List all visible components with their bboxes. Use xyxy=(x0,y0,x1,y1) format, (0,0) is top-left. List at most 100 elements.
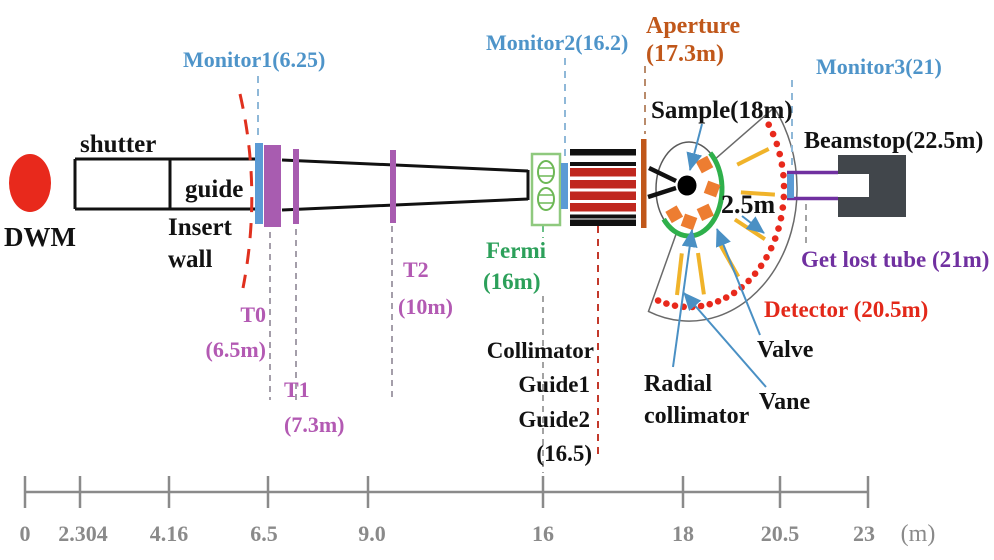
t0-label-2: (6.5m) xyxy=(206,337,266,362)
detector-dot xyxy=(654,297,662,304)
radial-collimator-blade xyxy=(703,180,721,198)
ruler-tick-4: 9.0 xyxy=(358,521,386,546)
sample-dot xyxy=(677,175,697,196)
detector-dot xyxy=(776,150,783,158)
dwm-label: DWM xyxy=(4,222,76,252)
insert-wall-label-1: Insert xyxy=(168,214,233,241)
detector-dot xyxy=(771,235,779,242)
t2-chopper-bar xyxy=(390,150,396,223)
valve-label: Valve xyxy=(757,337,814,363)
insert-wall-label-2: wall xyxy=(168,246,213,273)
radial-collimator-label-2: collimator xyxy=(644,403,750,429)
distance-ruler xyxy=(23,476,870,508)
t2-label-1: T2 xyxy=(403,257,429,282)
radial-collimator-blade xyxy=(696,203,714,221)
guide-label: guide xyxy=(185,176,243,203)
detector-dot-arc xyxy=(654,121,788,311)
ruler-tick-3: 6.5 xyxy=(250,521,278,546)
monitor3-label: Monitor3(21) xyxy=(816,54,942,79)
valve-arrow xyxy=(715,228,761,336)
fermi-label-1: Fermi xyxy=(486,238,547,263)
collimator-stack-label-1: Collimator xyxy=(487,338,594,363)
get-lost-tube-label: Get lost tube (21m) xyxy=(801,247,989,272)
detector-dot xyxy=(763,253,770,261)
t1-label-2: (7.3m) xyxy=(284,412,344,437)
monitor1-label: Monitor1(6.25) xyxy=(183,47,325,72)
detector-dot xyxy=(663,300,670,307)
collimator-block xyxy=(570,149,636,226)
ruler-tick-2: 4.16 xyxy=(150,521,189,546)
vane-group xyxy=(675,147,776,296)
vane-arrow xyxy=(683,292,767,388)
detector-dot xyxy=(779,204,787,211)
detector-dot xyxy=(751,270,759,278)
detector-dot xyxy=(780,182,788,190)
detector-dot xyxy=(745,277,752,285)
vane-line xyxy=(736,147,770,167)
collimator-stack-label-3: Guide2 xyxy=(518,407,590,432)
tapered-guide-outline xyxy=(281,158,530,212)
vane-label: Vane xyxy=(759,389,810,415)
ruler-tick-5: 16 xyxy=(532,521,554,546)
detector-label: Detector (20.5m) xyxy=(764,297,928,322)
t0-chopper-bar xyxy=(264,145,281,227)
radial-collimator-label-1: Radial xyxy=(644,371,712,397)
radial-collimator-blade xyxy=(680,213,698,231)
t1-chopper-bar xyxy=(293,149,299,224)
beamstop-label: Beamstop(22.5m) xyxy=(804,128,983,154)
ruler-tick-labels: 0 2.304 4.16 6.5 9.0 16 18 20.5 23 (m) xyxy=(20,521,936,547)
detector-dot xyxy=(778,161,786,168)
aperture-label-2: (17.3m) xyxy=(646,41,724,67)
fermi-chopper xyxy=(530,152,562,227)
shutter-guide-box xyxy=(73,157,255,211)
vane-line xyxy=(675,253,684,296)
detector-dot xyxy=(671,302,679,310)
ruler-tick-1: 2.304 xyxy=(58,521,108,546)
radial-collimator-blade xyxy=(665,205,684,224)
detector-dot xyxy=(757,262,765,270)
monitor2-bar xyxy=(561,163,568,209)
detector-dot xyxy=(730,289,738,297)
valve-arc xyxy=(661,151,725,239)
ruler-tick-6: 18 xyxy=(672,521,694,546)
detector-dot xyxy=(697,302,705,310)
vane-line xyxy=(740,190,776,197)
collimator-stack-label-2: Guide1 xyxy=(518,372,590,397)
detector-dot xyxy=(775,225,782,232)
detector-dot xyxy=(769,130,777,138)
ruler-tick-0: 0 xyxy=(20,521,31,546)
monitor2-label: Monitor2(16.2) xyxy=(486,30,628,55)
aperture-bar xyxy=(641,139,647,228)
detector-dot xyxy=(780,193,788,201)
detector-dot xyxy=(706,300,713,308)
detector-dot xyxy=(714,298,722,305)
detector-dot xyxy=(767,244,775,252)
shutter-label: shutter xyxy=(80,131,156,158)
annotation-arrows xyxy=(672,123,767,388)
ruler-tick-7: 20.5 xyxy=(761,521,800,546)
detector-dot xyxy=(722,294,730,301)
vane-line xyxy=(696,252,706,295)
get-lost-tube xyxy=(787,170,838,201)
monitor1-bar xyxy=(255,143,263,224)
detector-dot xyxy=(780,171,787,179)
detector-dot xyxy=(765,121,772,128)
moderator-source-shape xyxy=(9,154,51,212)
ruler-tick-8: 23 xyxy=(853,521,875,546)
t2-label-2: (10m) xyxy=(398,294,453,319)
sample-label: Sample(18m) xyxy=(651,97,793,124)
radius-label: 2.5m xyxy=(721,190,776,219)
ruler-unit: (m) xyxy=(901,521,936,547)
t1-label-1: T1 xyxy=(284,377,310,402)
monitor3-bar xyxy=(787,174,794,198)
incident-beam-lines xyxy=(647,165,677,200)
fermi-label-2: (16m) xyxy=(483,269,540,294)
radial-collimator-arrow xyxy=(672,229,698,368)
sample-arrow xyxy=(686,123,703,171)
detector-dot xyxy=(777,214,785,222)
t0-label-1: T0 xyxy=(240,302,266,327)
aperture-label-1: Aperture xyxy=(646,13,741,39)
radius-arrow xyxy=(741,215,765,234)
